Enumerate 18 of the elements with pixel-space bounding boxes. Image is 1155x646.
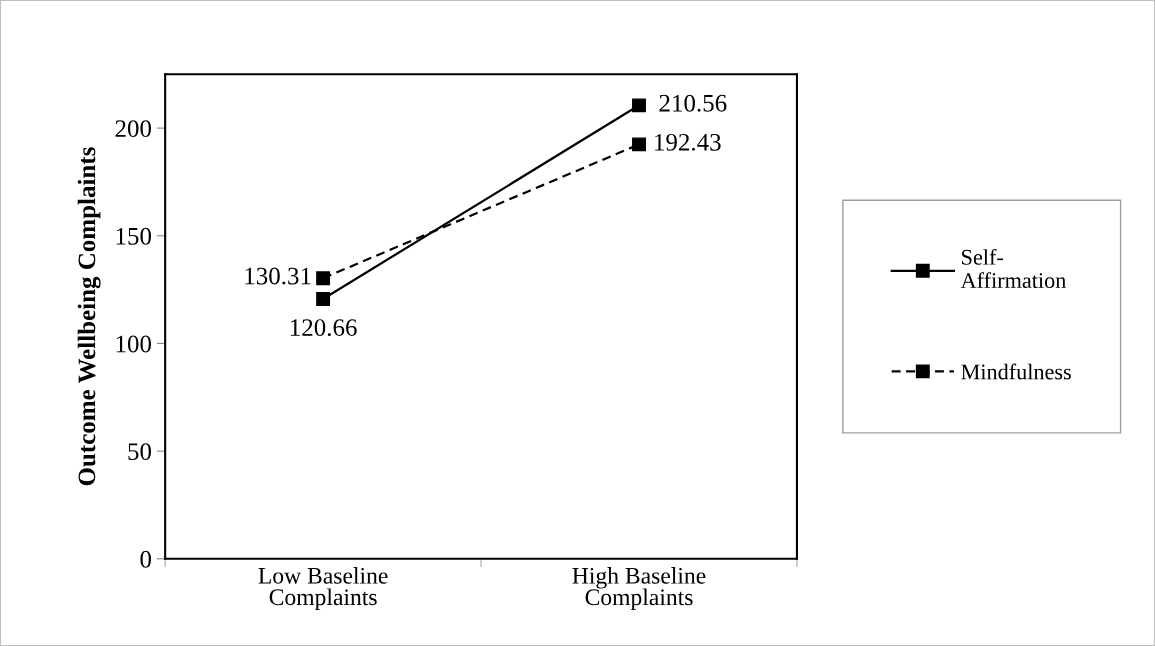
legend-label: Mindfulness: [961, 363, 1071, 380]
y-axis-title: Outcome Wellbeing Complaints: [77, 147, 101, 486]
legend-label: Self- Affirmation: [960, 248, 1066, 289]
point: [316, 292, 331, 306]
data-label: 130.31: [245, 267, 311, 285]
x-tick-label: Low Baseline Complaints: [258, 567, 388, 610]
y-tick-label: 0: [140, 550, 152, 568]
data-label: 192.43: [655, 133, 721, 151]
y-tick-label: 150: [116, 227, 152, 245]
y-tick-label: 100: [116, 335, 152, 353]
point: [632, 137, 646, 152]
x-tick-label: High Baseline Complaints: [572, 567, 706, 611]
point: [632, 98, 646, 113]
point: [316, 271, 331, 286]
data-label: 120.66: [290, 319, 357, 337]
y-tick-label: 50: [128, 443, 152, 461]
y-tick-label: 200: [115, 120, 152, 138]
data-label: 210.56: [659, 94, 727, 112]
